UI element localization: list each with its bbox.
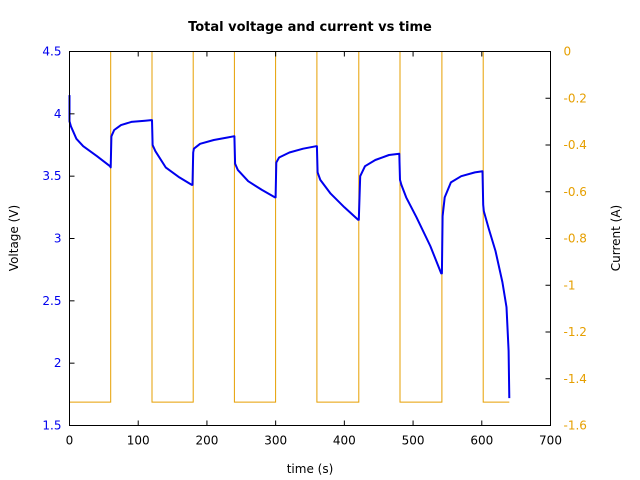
y-tick-label: 2.5: [42, 294, 61, 308]
y-tick-label: 4.5: [42, 45, 61, 59]
y-tick-label: 2: [54, 356, 62, 370]
x-tick-label: 300: [264, 434, 287, 448]
y2-tick-label: -0.6: [564, 185, 587, 199]
y-tick-label: 4: [54, 107, 62, 121]
y-axis-right: 0 -0.2 -0.4 -0.6 -0.8 -1 -1.2 -1.4 -1.6: [545, 45, 587, 433]
y2-tick-label: 0: [564, 45, 572, 59]
x-tick-label: 0: [66, 434, 74, 448]
y-axis-left: 1.5 2 2.5 3 3.5 4 4.5: [42, 45, 75, 433]
y-tick-label: 1.5: [42, 419, 61, 433]
plot-area: [68, 51, 511, 403]
y2-tick-label: -1.6: [564, 419, 587, 433]
plot-frame: [69, 51, 551, 426]
x-tick-label: 400: [333, 434, 356, 448]
y2-tick-label: -0.8: [564, 232, 587, 246]
y2-tick-label: -0.4: [564, 138, 587, 152]
x-tick-label: 100: [127, 434, 150, 448]
y-axis-left-label: Voltage (V): [7, 205, 21, 271]
y2-tick-label: -1: [564, 278, 576, 292]
x-tick-label: 700: [539, 434, 562, 448]
x-axis: 0 100 200 300 400 500 600 700: [66, 51, 562, 448]
y2-tick-label: -1.2: [564, 325, 587, 339]
y2-tick-label: -1.4: [564, 372, 587, 386]
x-tick-label: 600: [470, 434, 493, 448]
y-tick-label: 3: [54, 232, 62, 246]
y-tick-label: 3.5: [42, 169, 61, 183]
y2-tick-label: -0.2: [564, 91, 587, 105]
y-axis-right-label: Current (A): [609, 205, 623, 271]
x-tick-label: 200: [195, 434, 218, 448]
x-tick-label: 500: [402, 434, 425, 448]
chart-title: Total voltage and current vs time: [188, 20, 432, 35]
x-axis-label: time (s): [287, 462, 334, 476]
voltage-series-line: [68, 95, 511, 399]
